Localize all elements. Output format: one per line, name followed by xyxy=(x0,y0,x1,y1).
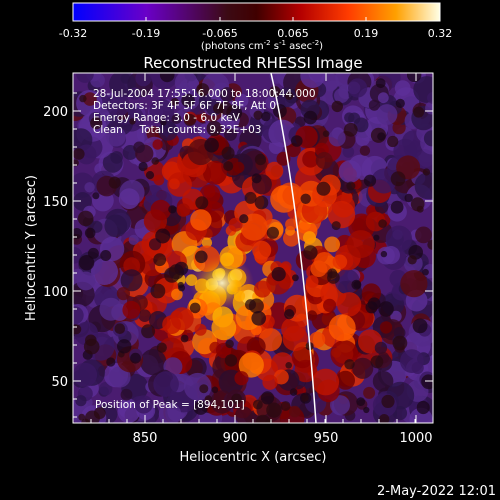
observation-info: 28-Jul-2004 17:55:16.000 to 18:00:44.000… xyxy=(93,88,316,136)
x-tick-label: 1000 xyxy=(399,431,432,446)
info-line-detectors: Detectors: 3F 4F 5F 6F 7F 8F, Att 0 xyxy=(93,100,276,112)
colorbar-units: (photons cm-2 s-1 asec-2) xyxy=(201,39,323,52)
y-tick-label: 200 xyxy=(43,105,68,120)
heatmap-image xyxy=(73,73,433,423)
x-tick-label: 850 xyxy=(133,431,158,446)
image-title: Reconstructed RHESSI Image xyxy=(143,54,362,72)
emission-blobs xyxy=(73,73,433,423)
x-tick-labels: 850 900 950 1000 xyxy=(133,431,433,446)
colorbar-tick-label: -0.32 xyxy=(59,27,87,40)
footer-timestamp: 2-May-2022 12:01 xyxy=(377,484,496,499)
colorbar-tick-labels: -0.32 -0.19 -0.065 0.065 0.19 0.32 xyxy=(59,27,452,40)
x-axis-label: Heliocentric X (arcsec) xyxy=(180,450,327,465)
axis-ticks xyxy=(73,73,433,423)
y-axis-label: Heliocentric Y (arcsec) xyxy=(24,175,39,321)
solar-limb xyxy=(270,73,317,423)
colorbar-frame xyxy=(72,2,441,22)
peak-position: Position of Peak = [894,101] xyxy=(95,399,245,411)
x-tick-label: 950 xyxy=(314,431,339,446)
info-line-clean: Clean Total counts: 9.32E+03 xyxy=(93,124,262,136)
colorbar-tick-label: 0.19 xyxy=(354,27,379,40)
colorbar xyxy=(73,3,440,21)
x-tick-label: 900 xyxy=(223,431,248,446)
y-tick-label: 150 xyxy=(43,195,68,210)
y-tick-label: 100 xyxy=(43,285,68,300)
colorbar-tick-label: 0.32 xyxy=(428,27,453,40)
y-tick-labels: 50 100 150 200 xyxy=(43,105,68,390)
info-line-time: 28-Jul-2004 17:55:16.000 to 18:00:44.000 xyxy=(93,88,316,100)
colorbar-tick-label: -0.19 xyxy=(132,27,160,40)
colorbar-ticks xyxy=(72,17,441,21)
colorbar-tick-label: 0.065 xyxy=(277,27,309,40)
colorbar-tick-label: -0.065 xyxy=(202,27,237,40)
info-line-energy: Energy Range: 3.0 - 6.0 keV xyxy=(93,112,241,124)
emission-peak xyxy=(190,255,254,311)
y-tick-label: 50 xyxy=(51,375,68,390)
